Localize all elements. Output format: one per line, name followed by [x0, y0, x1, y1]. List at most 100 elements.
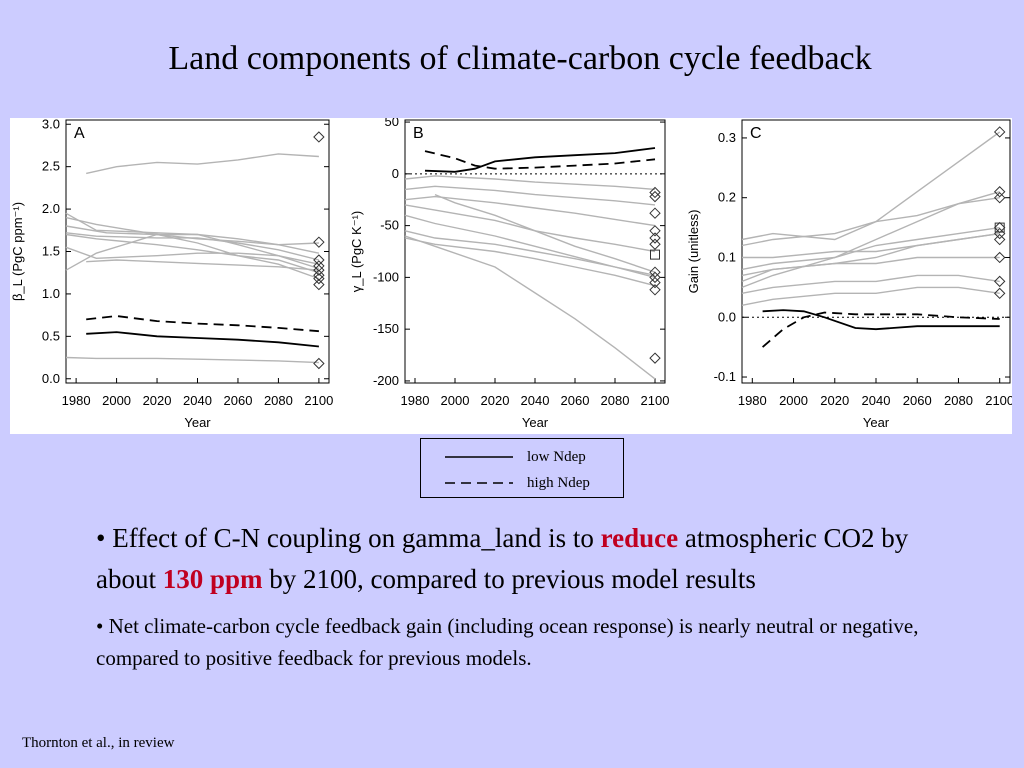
dashed-line-swatch-icon [445, 482, 513, 484]
panel-c-diamond-marker [993, 126, 1006, 138]
panel-c-ytick-label: 0.1 [718, 249, 736, 264]
panel-c-gray-series-4 [741, 226, 1000, 271]
panel-b-diamond-marker [649, 207, 661, 219]
panel-a-ytick-label: 2.5 [42, 159, 60, 174]
legend-item-low-ndep: low Ndep [421, 448, 623, 468]
panel-b-letter: B [413, 125, 424, 142]
panel-c-xtick-label: 2060 [903, 393, 932, 408]
panel-b-xtick-label: 2100 [641, 393, 670, 408]
panel-a-xtick-label: 2060 [224, 393, 253, 408]
panel-b-xtick-label: 2060 [561, 393, 590, 408]
panel-b-xtick-label: 2080 [601, 393, 630, 408]
panel-b-gray-series-5 [434, 193, 656, 273]
panel-b-gray-series-7 [404, 230, 656, 276]
footnote: Thornton et al., in review [22, 735, 175, 751]
panel-c-gray-series-6 [742, 232, 1000, 259]
panel-b-ytick-label: -50 [380, 218, 399, 233]
panel-b-xlabel: Year [522, 415, 549, 430]
panel-b-xtick-label: 2040 [521, 393, 550, 408]
panel-b-gray-series-1 [404, 175, 656, 191]
panel-b-gray-series-9 [404, 235, 656, 380]
panel-a-gray-series-9 [86, 259, 319, 271]
panel-c-gray-series-9 [741, 286, 1000, 306]
panel-a-xtick-label: 2020 [143, 393, 172, 408]
panel-a-diamond-marker [313, 236, 325, 248]
panel-a-gray-series-10 [65, 356, 319, 364]
panel-a-xtick-label: 2000 [102, 393, 131, 408]
panel-b-xtick-label: 2000 [441, 393, 470, 408]
bullet-list: • Effect of C-N coupling on gamma_land i… [96, 518, 926, 674]
bullet-1-mid: atmospheric CO2 by about [96, 523, 909, 594]
panel-c-gray-series-8 [741, 274, 1000, 294]
panel-c-high-ndep-line [762, 311, 1000, 348]
bullet-1-highlight-reduce: reduce [600, 523, 679, 553]
panel-a-xtick-label: 2040 [183, 393, 212, 408]
panel-c-diamond-marker [993, 275, 1006, 288]
panel-a-ytick-label: 3.0 [42, 118, 60, 131]
panel-a-gray-series-5 [65, 232, 320, 261]
panel-b-low-ndep-line [424, 147, 656, 173]
panel-c-letter: C [750, 125, 762, 142]
bullet-1: • Effect of C-N coupling on gamma_land i… [96, 523, 909, 594]
solid-line-swatch-icon [445, 456, 513, 458]
panel-b-high-ndep-line [424, 150, 656, 170]
panel-b-ytick-label: 50 [385, 118, 399, 129]
panel-a-gray-series-4 [65, 225, 319, 246]
panel-c-square-marker [994, 222, 1005, 233]
panel-a-xtick-label: 1980 [62, 393, 91, 408]
panel-a-ylabel: β_L (PgC ppm⁻¹) [10, 202, 25, 301]
bullet-2-text: Net climate-carbon cycle feedback gain (… [96, 614, 919, 670]
panel-a-letter: A [74, 125, 85, 142]
panel-c-ytick-label: 0.2 [718, 190, 736, 205]
panel-a-diamond-marker [313, 357, 325, 370]
panel-b-ytick-label: -150 [373, 321, 399, 336]
panel-c-gray-series-3 [741, 197, 1000, 247]
panel-a-gray-series-1 [86, 153, 319, 175]
panel-c-xtick-label: 2080 [944, 393, 973, 408]
panel-c-ylabel: Gain (unitless) [686, 210, 701, 294]
panel-a-diamond-marker [313, 272, 325, 285]
panel-c-gray-series-7 [741, 256, 1000, 277]
legend: low Ndep high Ndep [420, 438, 624, 498]
panel-c-ytick-label: 0.3 [718, 130, 736, 145]
panel-a-ytick-label: 2.0 [42, 201, 60, 216]
panel-a-xtick-label: 2080 [264, 393, 293, 408]
figure-panel: 1980 2000 2020 2040 2060 2080 2100 0.0 0.5 1.0 1.5… [10, 118, 1012, 434]
panel-a-gray-series-8 [65, 246, 320, 265]
panel-b-diamond-marker [649, 284, 661, 296]
bullet-2: • Net climate-carbon cycle feedback gain… [96, 614, 919, 670]
panel-a-xtick-label: 2100 [304, 393, 333, 408]
panel-b-gray-series-3 [404, 195, 656, 227]
panel-a-ytick-label: 1.0 [42, 286, 60, 301]
panel-b-diamond-marker [649, 352, 661, 364]
panel-a-high-ndep-line [86, 315, 319, 333]
panel-b-gray-series-2 [404, 185, 656, 206]
bullet-1-highlight-ppm: 130 ppm [162, 564, 263, 594]
panel-c-low-ndep-line [762, 309, 1000, 331]
panel-a-ytick-label: 0.5 [42, 328, 60, 343]
panel-a-diamond-marker [313, 131, 325, 143]
panel-b-xtick-label: 1980 [401, 393, 430, 408]
panel-b-ylabel: γ_L (PgC K⁻¹) [349, 211, 364, 293]
panel-b-diamond-marker [649, 232, 661, 244]
panel-c-diamond-marker [993, 251, 1006, 264]
panel-c-diamond-marker [993, 233, 1006, 246]
panel-b-xtick-label: 2020 [481, 393, 510, 408]
panel-a-gray-series-6 [65, 233, 320, 274]
panel-a-diamond-marker [313, 264, 325, 276]
panel-c-diamond-marker [993, 186, 1006, 198]
panel-c-diamond-marker [993, 287, 1006, 300]
panel-c-diamond-marker [993, 191, 1006, 204]
panel-c-ytick-label: 0.0 [718, 309, 736, 324]
panel-b-diamond-marker [649, 225, 661, 237]
panel-b-ytick-label: 0 [392, 166, 399, 181]
panel-c-xtick-label: 2000 [779, 393, 808, 408]
panel-b-gray-series-8 [404, 237, 656, 287]
panel-c-xtick-label: 2020 [820, 393, 849, 408]
panel-a-low-ndep-line [86, 331, 319, 348]
panel-a-ytick-label: 0.0 [42, 371, 60, 386]
panel-a-diamond-marker [313, 278, 325, 291]
panel-b-ytick-label: -200 [373, 373, 399, 388]
panel-b-ytick-label: -100 [373, 269, 399, 284]
panel-b-diamond-marker [649, 276, 661, 289]
